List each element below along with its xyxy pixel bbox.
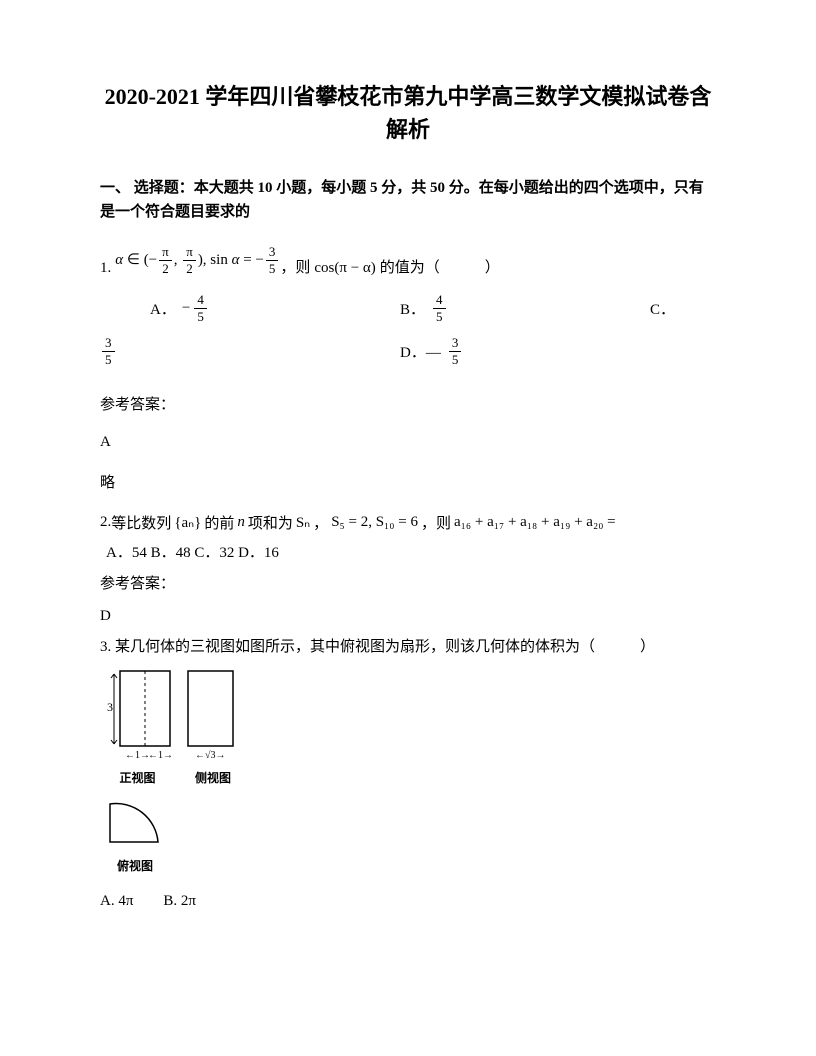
q1-option-a: A． − 45 <box>150 292 380 325</box>
q2-expr: a₁₆ + a₁₇ + a₁₈ + a₁₉ + a₂₀ = <box>454 514 616 531</box>
q1-option-d: D．— 35 <box>400 335 463 368</box>
q1-answer-label: 参考答案： <box>100 393 716 414</box>
q1-option-c-frac: 35 <box>100 335 380 368</box>
q2-n: n <box>237 514 245 531</box>
svg-text:←√3→: ←√3→ <box>195 750 226 761</box>
q1-optc-frac: 35 <box>102 335 115 368</box>
q1-text-after: ，则 <box>280 256 310 277</box>
q1-optc-label: C． <box>650 298 675 319</box>
q2-text1: 等比数列 <box>111 512 171 533</box>
q3-number: 3. <box>100 639 111 655</box>
q1-option-b: B． 45 <box>400 292 630 325</box>
q1-optd-label: D．— <box>400 341 441 362</box>
q2-text4: ， <box>313 512 328 533</box>
q3-options: A. 4π B. 2π <box>100 889 716 910</box>
svg-text:3: 3 <box>107 700 113 714</box>
q1-explanation: 略 <box>100 471 716 492</box>
svg-text:←1→: ←1→ <box>125 750 150 761</box>
q1-optb-frac: 45 <box>433 292 446 325</box>
q1-answer: A <box>100 434 716 451</box>
front-view-container: 3 ←1→ ←1→ 正视图 <box>100 666 175 786</box>
q1-text-end: 的值为（ ） <box>380 256 500 277</box>
q2-sn: Sₙ <box>296 513 310 532</box>
q2-cond: S₅ = 2, S₁₀ = 6 <box>331 514 418 531</box>
q1-cos-expr: cos(π − α) <box>314 260 375 277</box>
q1-options-row2: 35 D．— 35 <box>100 335 716 368</box>
q1-opta-frac: 45 <box>194 292 207 325</box>
diagram-top-row: 3 ←1→ ←1→ 正视图 ←√3→ 侧视图 <box>100 666 716 786</box>
q3-question: 某几何体的三视图如图所示，其中俯视图为扇形，则该几何体的体积为（ ） <box>115 639 655 655</box>
q2-an: {aₙ} <box>174 513 201 532</box>
side-view-label: 侧视图 <box>183 769 243 786</box>
q1-number: 1. <box>100 260 111 277</box>
q2-text2: 的前 <box>204 512 234 533</box>
top-view-svg <box>100 794 170 849</box>
section-header: 一、 选择题：本大题共 10 小题，每小题 5 分，共 50 分。在每小题给出的… <box>100 176 716 224</box>
q3-text: 3. 某几何体的三视图如图所示，其中俯视图为扇形，则该几何体的体积为（ ） <box>100 635 716 656</box>
q1-formula: α ∈ (−π2, π2), sin α = −35 <box>115 244 280 277</box>
side-view-container: ←√3→ 侧视图 <box>183 666 243 786</box>
q1-opta-label: A． <box>150 298 176 319</box>
front-view-label: 正视图 <box>100 769 175 786</box>
q1-optd-frac: 35 <box>449 335 462 368</box>
q1-optb-label: B． <box>400 298 425 319</box>
q2-options: A．54 B．48 C．32 D．16 <box>100 541 716 562</box>
page-title: 2020-2021 学年四川省攀枝花市第九中学高三数学文模拟试卷含解析 <box>100 80 716 146</box>
q2-text5: ，则 <box>421 512 451 533</box>
q1-condition: 1. α ∈ (−π2, π2), sin α = −35 ，则 cos(π −… <box>100 244 716 277</box>
side-view-svg: ←√3→ <box>183 666 243 761</box>
q2-row: 2. 等比数列 {aₙ} 的前 n 项和为 Sₙ ， S₅ = 2, S₁₀ =… <box>100 512 716 533</box>
top-view-label: 俯视图 <box>100 857 170 874</box>
q2-text3: 项和为 <box>248 512 293 533</box>
q2-number: 2. <box>100 514 111 531</box>
svg-text:←1→: ←1→ <box>148 750 173 761</box>
q1-opta-neg: − <box>182 300 190 317</box>
q2-answer-label: 参考答案： <box>100 572 716 593</box>
q3-diagram: 3 ←1→ ←1→ 正视图 ←√3→ 侧视图 俯视图 <box>100 666 716 874</box>
top-view-container: 俯视图 <box>100 794 170 874</box>
q1-option-c: C． <box>650 298 681 319</box>
q1-options-row1: A． − 45 B． 45 C． <box>100 292 716 325</box>
q2-answer: D <box>100 608 716 625</box>
front-view-svg: 3 ←1→ ←1→ <box>100 666 175 761</box>
